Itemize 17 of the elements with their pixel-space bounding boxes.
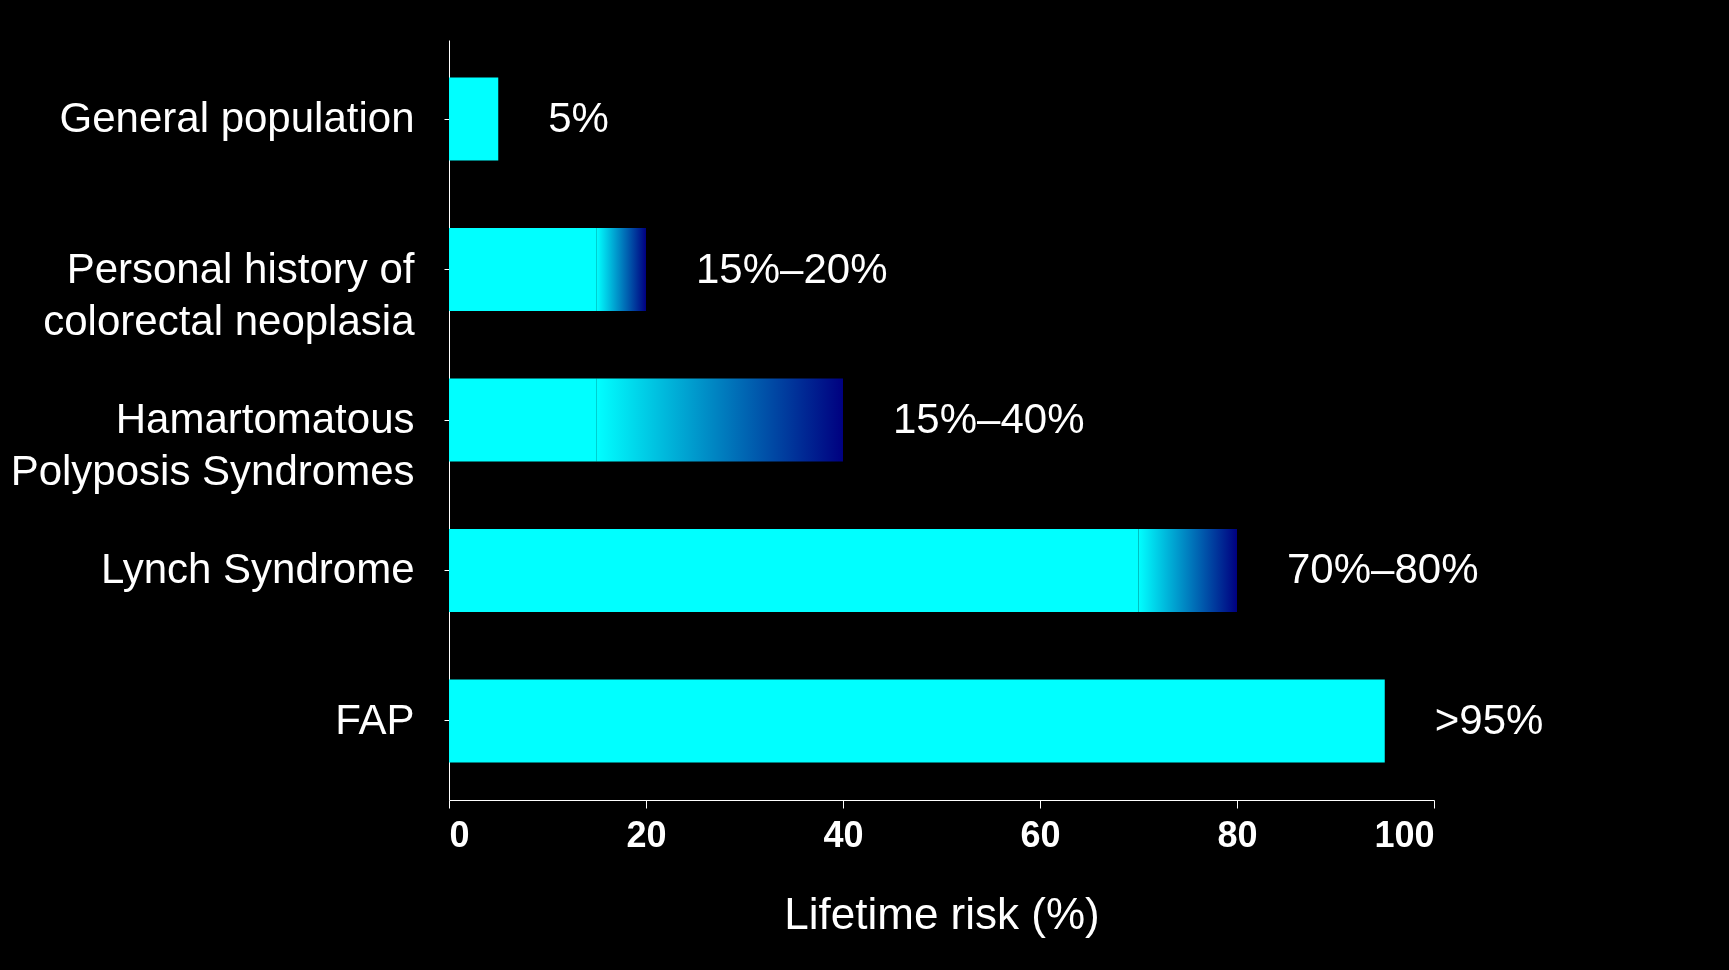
total-label: 70%–80% — [1287, 545, 1479, 593]
x-tick-label: 40 — [823, 813, 864, 855]
y-tick-label: General population — [59, 94, 415, 142]
x-tick-label: 0 — [449, 813, 470, 855]
total-label: >95% — [1434, 695, 1544, 743]
total-label: 5% — [548, 94, 609, 142]
total-label: 15%–20% — [696, 244, 888, 292]
y-tick-label: Personal history of colorectal neoplasia — [43, 244, 416, 344]
total-label: 15%–40% — [893, 395, 1085, 442]
x-tick-label: 100 — [1374, 813, 1435, 855]
x-tick-label: 80 — [1217, 813, 1258, 855]
x-tick-label: 20 — [626, 813, 667, 855]
y-tick-label: Lynch Syndrome — [100, 545, 415, 593]
y-tick-label: FAP — [335, 695, 415, 743]
x-axis-title: Lifetime risk (%) — [784, 888, 1100, 938]
x-tick-label: 60 — [1020, 813, 1061, 855]
y-tick-label: Hamartomatous Polyposis Syndromes — [10, 395, 415, 494]
